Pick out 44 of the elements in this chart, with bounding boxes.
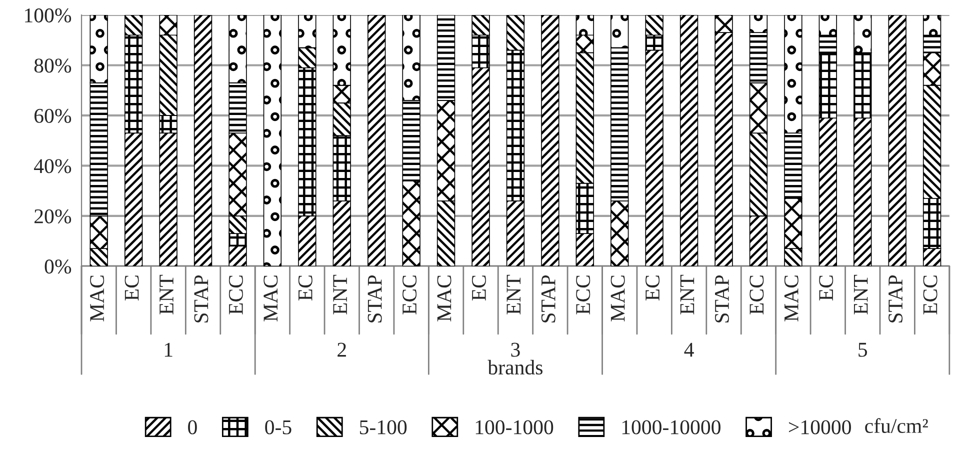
y-tick-label: 80% xyxy=(34,58,72,73)
x-tick-label: ENT xyxy=(854,274,868,314)
x-tick-label: ENT xyxy=(506,274,520,314)
legend-label: 100-1000 xyxy=(476,420,554,434)
legend-label: 1000-10000 xyxy=(622,420,720,434)
x-tick-label: ENT xyxy=(160,274,174,314)
legend-title: cfu/cm² xyxy=(865,418,928,434)
x-tick-label: MAC xyxy=(784,276,798,322)
x-tick-label: STAP xyxy=(714,275,729,322)
x-tick-label: EC xyxy=(646,276,660,301)
y-tick-label: 40% xyxy=(34,159,72,174)
x-tick-label: MAC xyxy=(437,276,452,322)
text: 5 xyxy=(858,342,868,357)
legend-label: >10000 xyxy=(788,420,851,434)
x-tick-label: EC xyxy=(124,276,139,301)
x-tick-label: ECC xyxy=(228,276,243,314)
y-tick-label: 100% xyxy=(25,8,72,23)
y-tick-label: 20% xyxy=(34,209,72,224)
x-tick-label: MAC xyxy=(90,276,104,322)
x-tick-label: EC xyxy=(298,276,312,301)
text: 1 xyxy=(164,342,172,357)
x-tick-label: EC xyxy=(472,276,486,301)
text: 3 xyxy=(511,342,520,357)
x-tick-label: ENT xyxy=(333,274,347,314)
legend-label: 5-100 xyxy=(360,420,407,434)
x-tick-label: EC xyxy=(819,276,834,301)
legend-label: 0-5 xyxy=(265,420,292,434)
text: 2 xyxy=(338,342,346,357)
x-tick-label: STAP xyxy=(368,275,382,322)
x-tick-label: ECC xyxy=(402,276,417,314)
x-axis-title: brands xyxy=(488,360,542,375)
x-tick-label: STAP xyxy=(888,275,903,322)
x-tick-label: MAC xyxy=(264,276,278,322)
y-tick-label: 0% xyxy=(44,260,72,274)
x-tick-label: ECC xyxy=(923,276,938,314)
x-tick-label: ENT xyxy=(680,274,694,314)
legend-label: 0 xyxy=(188,420,197,434)
x-tick-label: STAP xyxy=(194,275,208,322)
text: 4 xyxy=(684,342,694,357)
x-tick-label: STAP xyxy=(541,275,556,322)
x-tick-label: ECC xyxy=(750,276,764,314)
x-tick-label: ECC xyxy=(576,276,590,314)
y-tick-label: 60% xyxy=(34,108,72,123)
x-tick-label: MAC xyxy=(610,276,625,322)
